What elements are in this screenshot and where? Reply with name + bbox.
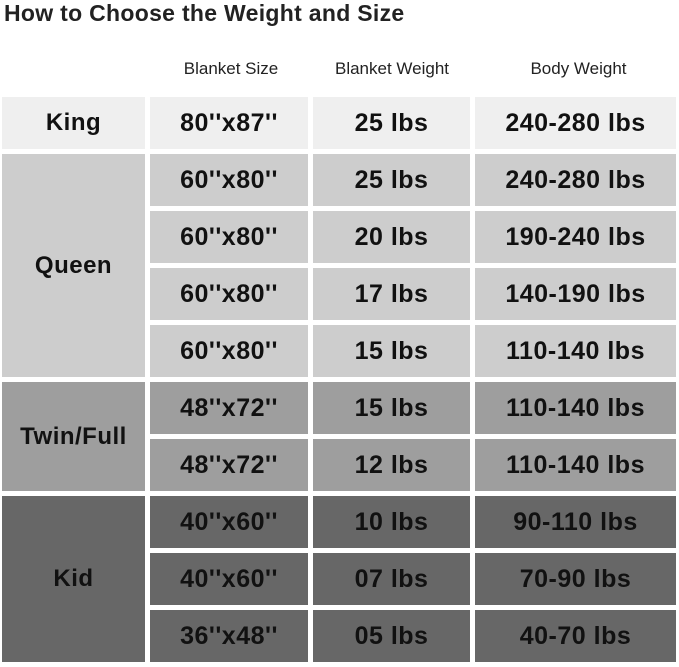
blanket-size-cell: 48''x72'' <box>150 382 308 434</box>
body-weight-cell: 110-140 lbs <box>475 325 676 377</box>
blanket-size-cell: 60''x80'' <box>150 154 308 206</box>
size-weight-table: King 80''x87'' 25 lbs 240-280 lbs Queen 60''x… <box>2 97 677 662</box>
category-label: King <box>2 97 145 149</box>
blanket-size-cell: 60''x80'' <box>150 211 308 263</box>
body-weight-cell: 190-240 lbs <box>475 211 676 263</box>
blanket-weight-cell: 20 lbs <box>313 211 470 263</box>
blanket-size-cell: 40''x60'' <box>150 496 308 548</box>
header-blanket-size: Blanket Size <box>183 59 279 78</box>
blanket-size-cell: 48''x72'' <box>150 439 308 491</box>
blanket-weight-cell: 15 lbs <box>313 382 470 434</box>
body-weight-cell: 140-190 lbs <box>475 268 676 320</box>
body-weight-cell: 40-70 lbs <box>475 610 676 662</box>
blanket-weight-cell: 15 lbs <box>313 325 470 377</box>
blanket-weight-cell: 17 lbs <box>313 268 470 320</box>
category-label: Queen <box>2 154 145 377</box>
body-weight-cell: 70-90 lbs <box>475 553 676 605</box>
body-weight-cell: 240-280 lbs <box>475 97 676 149</box>
blanket-size-cell: 60''x80'' <box>150 268 308 320</box>
blanket-size-cell: 80''x87'' <box>150 97 308 149</box>
category-label: Twin/Full <box>2 382 145 491</box>
blanket-weight-cell: 05 lbs <box>313 610 470 662</box>
blanket-size-cell: 36''x48'' <box>150 610 308 662</box>
blanket-weight-cell: 10 lbs <box>313 496 470 548</box>
category-label: Kid <box>2 496 145 662</box>
header-body-weight: Body Weight <box>530 59 627 78</box>
blanket-size-cell: 40''x60'' <box>150 553 308 605</box>
blanket-weight-cell: 07 lbs <box>313 553 470 605</box>
header-blanket-weight: Blanket Weight <box>334 59 450 78</box>
blanket-weight-cell: 25 lbs <box>313 154 470 206</box>
body-weight-cell: 110-140 lbs <box>475 439 676 491</box>
blanket-weight-cell: 12 lbs <box>313 439 470 491</box>
body-weight-cell: 110-140 lbs <box>475 382 676 434</box>
body-weight-cell: 90-110 lbs <box>475 496 676 548</box>
blanket-weight-cell: 25 lbs <box>313 97 470 149</box>
blanket-size-cell: 60''x80'' <box>150 325 308 377</box>
body-weight-cell: 240-280 lbs <box>475 154 676 206</box>
page-title: How to Choose the Weight and Size <box>4 0 405 26</box>
